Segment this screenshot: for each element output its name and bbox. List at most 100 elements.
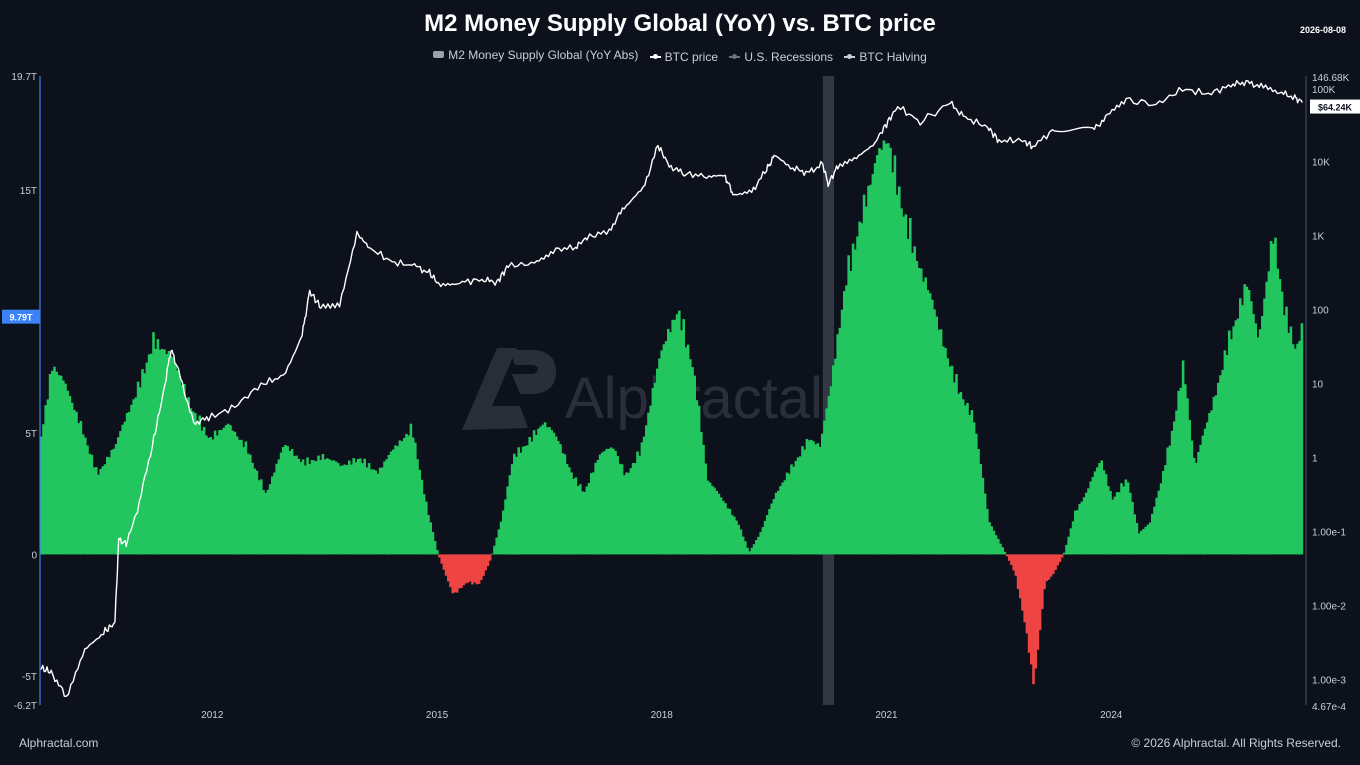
m2-bar <box>101 466 105 555</box>
m2-bar <box>1173 421 1176 555</box>
m2-bar <box>565 463 569 555</box>
m2-bar <box>986 508 989 555</box>
m2-bar <box>1184 384 1187 555</box>
m2-bar <box>1038 554 1042 631</box>
m2-bar <box>400 441 404 555</box>
m2-bar <box>84 437 87 555</box>
m2-bar <box>1120 483 1123 555</box>
chart-plot[interactable]: Alphractal 19.7T15T5T0-5T-6.2T9.79T146.6… <box>0 0 1360 730</box>
m2-bar <box>717 493 721 555</box>
m2-bar <box>40 436 43 555</box>
m2-bar <box>744 541 747 555</box>
m2-bar <box>563 454 567 555</box>
m2-bar <box>880 149 883 555</box>
left-axis-tick-label: 5T <box>25 429 37 440</box>
m2-bar <box>620 464 624 555</box>
m2-bar <box>955 374 958 555</box>
legend-item-recessions[interactable]: U.S. Recessions <box>729 50 833 64</box>
m2-bar <box>909 218 912 555</box>
m2-bar <box>1287 333 1290 555</box>
m2-bar <box>805 438 809 555</box>
m2-bar <box>781 482 784 555</box>
m2-bar <box>658 358 661 555</box>
m2-bar <box>1252 313 1255 555</box>
m2-bar <box>372 469 375 555</box>
m2-bar <box>961 399 965 555</box>
m2-bar <box>1276 268 1279 555</box>
line-dot-swatch-icon <box>844 54 856 59</box>
m2-bar <box>86 445 89 555</box>
m2-bar <box>154 348 157 555</box>
m2-bar <box>1151 513 1154 555</box>
x-axis-tick-label: 2021 <box>875 710 898 721</box>
right-axis-current-badge <box>1310 99 1360 114</box>
m2-bar <box>587 482 591 555</box>
legend-label-halving: BTC Halving <box>859 50 927 64</box>
legend-item-btc-price[interactable]: BTC price <box>649 50 718 64</box>
right-axis-tick-label: 1 <box>1312 453 1318 464</box>
m2-bar <box>394 445 397 555</box>
m2-bar <box>1296 343 1299 555</box>
m2-bar <box>1256 337 1260 555</box>
m2-bar <box>440 554 443 564</box>
m2-bar <box>464 554 468 584</box>
m2-bar <box>524 446 527 555</box>
m2-bar <box>895 194 899 555</box>
m2-bar <box>1012 554 1015 571</box>
legend-item-m2[interactable]: M2 Money Supply Global (YoY Abs) <box>433 48 638 62</box>
m2-bar <box>268 484 272 555</box>
m2-bar <box>317 455 320 555</box>
m2-bar <box>183 384 186 555</box>
m2-bar <box>691 367 694 555</box>
m2-bar <box>187 397 190 555</box>
m2-bar <box>614 450 617 555</box>
m2-bar <box>1289 326 1293 555</box>
m2-bar <box>53 366 56 555</box>
recession-band <box>822 76 835 705</box>
m2-bar <box>810 439 813 555</box>
m2-bar <box>900 208 903 555</box>
m2-bar <box>341 465 344 555</box>
legend-item-halving[interactable]: BTC Halving <box>844 50 927 64</box>
m2-bar <box>194 413 197 555</box>
m2-bar <box>1236 318 1240 555</box>
m2-bar <box>444 554 448 576</box>
m2-bar <box>493 545 496 555</box>
m2-bar <box>746 547 749 555</box>
m2-bar <box>1201 435 1205 555</box>
m2-bar <box>1010 554 1013 565</box>
m2-bar <box>803 449 806 555</box>
m2-bar <box>97 474 100 555</box>
m2-bar <box>713 487 716 555</box>
m2-bar <box>460 554 463 588</box>
footer-brand: Alphractal.com <box>19 736 99 750</box>
m2-bar <box>840 309 844 555</box>
m2-bar <box>794 460 798 555</box>
m2-bar <box>466 554 470 583</box>
m2-bar <box>1008 554 1011 561</box>
m2-bar <box>847 255 850 555</box>
m2-bar <box>576 486 580 555</box>
m2-bar <box>957 393 960 555</box>
btc-price-line[interactable] <box>39 79 1303 697</box>
m2-bar <box>1019 554 1022 599</box>
m2-bar <box>521 446 525 555</box>
m2-bar <box>1206 422 1209 555</box>
m2-bar <box>218 430 221 555</box>
left-axis-tick-label: -6.2T <box>14 701 37 712</box>
m2-bar <box>1291 344 1295 555</box>
m2-bar <box>1122 486 1125 555</box>
m2-bar <box>1203 428 1207 555</box>
m2-bar <box>46 399 50 555</box>
m2-bar <box>968 414 971 555</box>
m2-bar <box>1221 369 1224 555</box>
m2-bar <box>312 460 316 555</box>
m2-bar <box>1030 554 1033 665</box>
m2-bar <box>871 174 875 555</box>
m2-bar <box>1214 395 1218 555</box>
m2-bar <box>1069 528 1073 555</box>
m2-bar <box>959 392 963 555</box>
m2-bar <box>724 503 727 555</box>
m2-bar <box>1135 523 1139 555</box>
m2-bar <box>763 520 767 555</box>
